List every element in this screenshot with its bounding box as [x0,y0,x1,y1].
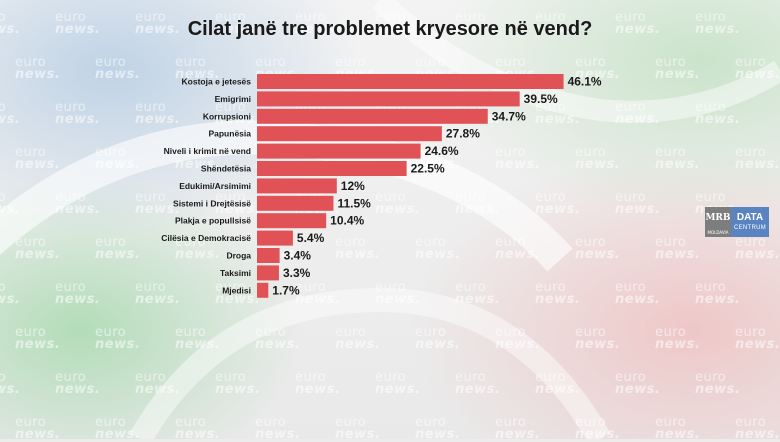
category-label: Korrupsioni [203,111,251,121]
chart-title: Cilat janë tre problemet kryesore në ven… [187,18,593,40]
bar [257,282,269,298]
category-label: Mjedisi [222,285,251,295]
category-label: Kostoja e jetesës [182,77,252,87]
value-label: 22.5% [411,162,445,176]
bar [257,248,280,263]
value-label: 3.3% [283,266,311,280]
value-label: 5.4% [297,231,325,245]
bar [257,91,520,107]
category-label: Sistemi i Drejtësisë [173,198,251,208]
data-centrum-logo-mark: DATA CENTRUM [731,207,769,237]
bar [257,74,564,89]
bar [257,195,334,211]
bar [257,178,337,194]
category-label: Cilësia e Demokracisë [161,233,251,243]
mrb-logo-mark: MRB MOLDAVIA [705,207,731,237]
category-label: Shëndetësia [201,164,251,174]
bar [257,143,421,159]
category-label: Niveli i krimit në vend [164,146,251,156]
bar [257,265,279,281]
category-label: Emigrimi [215,94,251,104]
bar [257,213,327,229]
value-label: 12% [341,179,365,193]
bar [257,230,293,246]
bar [257,126,442,142]
mrb-data-centrum-logo: MRB MOLDAVIA DATA CENTRUM [705,207,769,237]
value-label: 46.1% [568,75,602,89]
value-label: 11.5% [337,196,371,210]
category-label: Droga [226,251,251,261]
value-label: 39.5% [524,92,558,106]
bar [257,161,407,176]
bar [257,108,488,124]
value-label: 10.4% [330,214,364,228]
value-label: 27.8% [446,127,480,141]
value-label: 1.7% [272,283,300,297]
category-label: Edukimi/Arsimimi [179,181,251,191]
category-label: Papunësia [208,129,251,139]
category-label: Plakja e popullsisë [175,216,251,226]
value-label: 34.7% [492,109,526,123]
value-label: 24.6% [425,144,459,158]
value-label: 3.4% [284,249,312,263]
category-label: Taksimi [220,268,251,278]
